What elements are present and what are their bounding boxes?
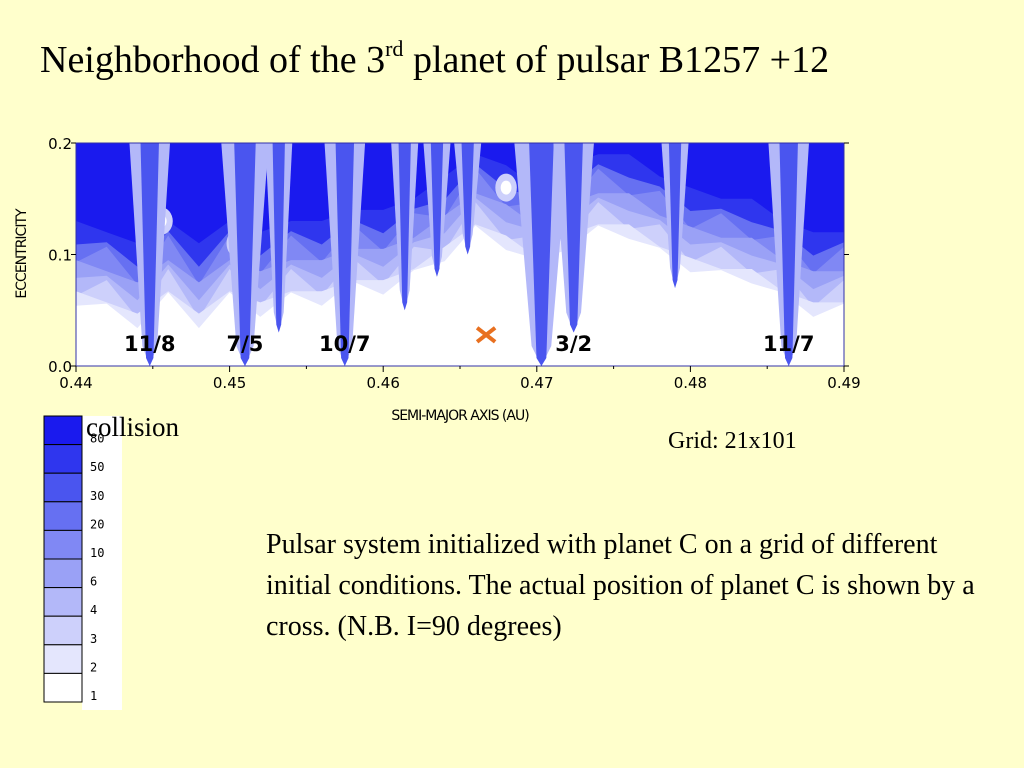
resonance-label-7-5: 7/5 xyxy=(227,332,264,356)
legend-level-label-50: 50 xyxy=(90,460,104,474)
y-tick-label-2: 0.2 xyxy=(48,135,72,153)
x-axis-label: SEMI-MAJOR AXIS (AU) xyxy=(391,408,529,424)
resonance-label-11-7: 11/7 xyxy=(763,332,815,356)
title-superscript: rd xyxy=(385,36,404,61)
resonance-spike-10 xyxy=(668,143,682,288)
legend-level-label-10: 10 xyxy=(90,546,104,560)
y-axis: 0.0 0.1 0.2 xyxy=(48,135,849,376)
resonance-spike-4 xyxy=(335,143,355,366)
color-legend: 80 50 30 20 10 6 4 3 2 1 xyxy=(43,415,122,710)
y-axis-label: ECCENTRICITY xyxy=(14,208,30,299)
resonance-spike-7 xyxy=(461,143,474,255)
description-text: Pulsar system initialized with planet C … xyxy=(266,529,975,642)
resonance-label-3-2: 3/2 xyxy=(555,332,592,356)
legend-swatch-1 xyxy=(43,672,83,703)
legend-level-label-3: 3 xyxy=(90,632,97,646)
heatmap-plot-area xyxy=(76,143,844,366)
legend-level-label-80: 80 xyxy=(90,432,104,446)
x-tick-label-2: 0.46 xyxy=(366,374,399,392)
legend-swatch-30 xyxy=(43,472,83,503)
resonance-spike-8 xyxy=(529,143,554,366)
planet-c-cross-icon xyxy=(475,326,497,344)
resonance-spike-11 xyxy=(779,143,798,366)
legend-level-label-30: 30 xyxy=(90,489,104,503)
stability-band-8 xyxy=(76,225,844,366)
legend-level-label-4: 4 xyxy=(90,603,97,617)
resonance-spike-6 xyxy=(430,143,444,277)
legend-swatch-6 xyxy=(43,558,83,589)
stable-island-core-4 xyxy=(500,180,512,195)
resonance-spike-9 xyxy=(564,143,583,333)
legend-swatch-4 xyxy=(43,587,83,617)
legend-swatch-10 xyxy=(43,529,83,560)
x-tick-label-0: 0.44 xyxy=(59,374,92,392)
legend-label-panel xyxy=(82,416,122,710)
legend-level-label-1: 1 xyxy=(90,689,97,703)
legend-swatch-3 xyxy=(43,615,83,646)
legend-level-label-6: 6 xyxy=(90,575,97,589)
x-tick-label-4: 0.48 xyxy=(674,374,707,392)
grid-note: Grid: 21x101 xyxy=(668,428,797,454)
resonance-spike-2 xyxy=(234,143,256,366)
y-tick-label-0: 0.0 xyxy=(48,358,72,376)
page-title: Neighborhood of the 3rd planet of pulsar… xyxy=(40,36,829,82)
resonance-labels: 11/8 7/5 10/7 3/2 11/7 xyxy=(124,332,814,356)
cross-stroke-2 xyxy=(475,326,497,344)
legend-swatch-20 xyxy=(43,501,83,531)
y-tick-label-1: 0.1 xyxy=(48,247,72,265)
legend-level-label-2: 2 xyxy=(90,660,97,674)
legend-level-label-20: 20 xyxy=(90,517,104,531)
x-tick-label-3: 0.47 xyxy=(520,374,553,392)
x-tick-label-1: 0.45 xyxy=(213,374,246,392)
x-tick-label-5: 0.49 xyxy=(827,374,860,392)
resonance-spike-1 xyxy=(140,143,159,366)
resonance-label-11-8: 11/8 xyxy=(124,332,176,356)
legend-swatch-2 xyxy=(43,644,83,674)
title-rest: planet of pulsar B1257 +12 xyxy=(403,39,830,81)
legend-swatch-80 xyxy=(43,415,83,446)
title-main: Neighborhood of the 3 xyxy=(40,39,386,81)
legend-swatch-50 xyxy=(43,444,83,474)
x-axis: 0.44 0.45 0.46 0.47 0.48 0.49 xyxy=(59,366,861,392)
legend-collision-label: collision xyxy=(86,412,179,442)
resonance-spike-5 xyxy=(398,143,411,311)
resonance-spike-3 xyxy=(272,143,285,333)
resonance-label-10-7: 10/7 xyxy=(319,332,371,356)
